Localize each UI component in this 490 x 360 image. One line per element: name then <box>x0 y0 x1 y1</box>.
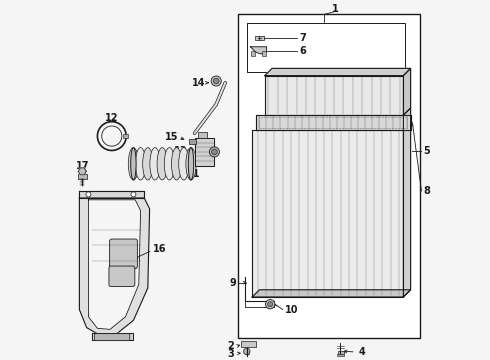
Text: 12: 12 <box>105 113 119 123</box>
Ellipse shape <box>150 148 160 180</box>
Ellipse shape <box>188 148 194 180</box>
Circle shape <box>211 76 221 86</box>
Bar <box>247 23 405 72</box>
Text: 6: 6 <box>299 46 306 56</box>
FancyBboxPatch shape <box>109 266 135 287</box>
Polygon shape <box>265 68 411 76</box>
Bar <box>337 354 343 356</box>
Text: 11: 11 <box>187 168 201 179</box>
Bar <box>78 174 87 179</box>
Text: 16: 16 <box>153 244 167 254</box>
Bar <box>122 134 127 138</box>
Bar <box>338 351 343 354</box>
Text: 5: 5 <box>423 146 430 156</box>
Circle shape <box>209 147 220 157</box>
Polygon shape <box>79 198 149 335</box>
Polygon shape <box>250 47 267 54</box>
Text: 17: 17 <box>75 161 89 171</box>
Text: 14: 14 <box>192 78 205 88</box>
Circle shape <box>213 78 219 84</box>
Text: 9: 9 <box>230 278 236 288</box>
Polygon shape <box>252 290 411 297</box>
Circle shape <box>131 192 136 197</box>
Circle shape <box>268 302 273 307</box>
Text: 1: 1 <box>332 4 339 14</box>
Polygon shape <box>88 200 141 329</box>
Ellipse shape <box>157 148 167 180</box>
Text: 8: 8 <box>423 186 430 196</box>
Polygon shape <box>403 68 411 115</box>
Text: 3: 3 <box>227 348 234 359</box>
Text: 15: 15 <box>165 132 178 142</box>
Text: 2: 2 <box>227 341 234 351</box>
Polygon shape <box>256 115 411 130</box>
Polygon shape <box>403 108 411 297</box>
Ellipse shape <box>143 148 153 180</box>
Polygon shape <box>252 130 403 297</box>
Ellipse shape <box>186 148 196 180</box>
Text: 13: 13 <box>174 146 187 156</box>
Bar <box>255 36 264 40</box>
Polygon shape <box>78 168 86 175</box>
Text: 10: 10 <box>285 305 298 315</box>
Text: 7: 7 <box>299 33 306 43</box>
Ellipse shape <box>179 148 189 180</box>
Bar <box>189 139 196 144</box>
Ellipse shape <box>172 148 182 180</box>
Circle shape <box>266 300 275 309</box>
Ellipse shape <box>135 148 146 180</box>
Circle shape <box>86 192 91 197</box>
Bar <box>238 14 419 338</box>
FancyBboxPatch shape <box>95 334 130 341</box>
Bar <box>251 51 255 56</box>
Ellipse shape <box>164 148 174 180</box>
Bar <box>262 51 266 56</box>
Text: 4: 4 <box>358 347 365 357</box>
FancyBboxPatch shape <box>110 239 137 269</box>
Bar <box>198 132 207 138</box>
Polygon shape <box>79 191 144 198</box>
Polygon shape <box>92 333 133 340</box>
Ellipse shape <box>128 148 139 180</box>
Polygon shape <box>265 76 403 115</box>
Polygon shape <box>195 138 215 166</box>
Bar <box>242 341 256 347</box>
Circle shape <box>212 149 217 155</box>
Ellipse shape <box>131 148 136 180</box>
Circle shape <box>244 348 250 355</box>
